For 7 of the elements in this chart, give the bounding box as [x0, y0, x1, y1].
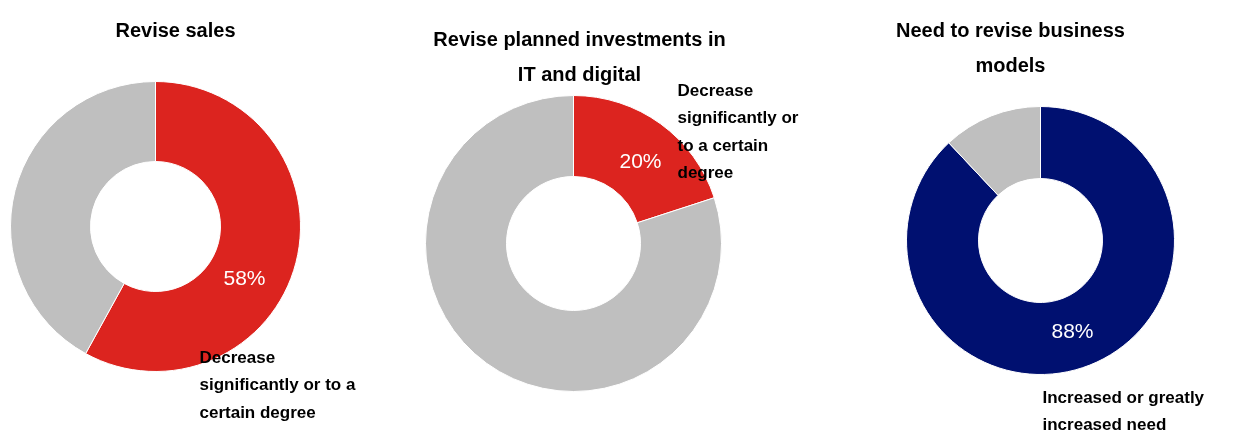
data-label: 20% — [619, 149, 662, 172]
slice-label: Increased or greatly increased need — [1042, 387, 1205, 435]
chart-title: Revise sales — [115, 18, 236, 41]
chart-title: Need to revise business models — [896, 18, 1125, 76]
data-label: 58% — [223, 266, 266, 289]
data-label: 88% — [1051, 319, 1094, 342]
chart-title: Revise planned investments in IT and digital — [433, 27, 726, 85]
